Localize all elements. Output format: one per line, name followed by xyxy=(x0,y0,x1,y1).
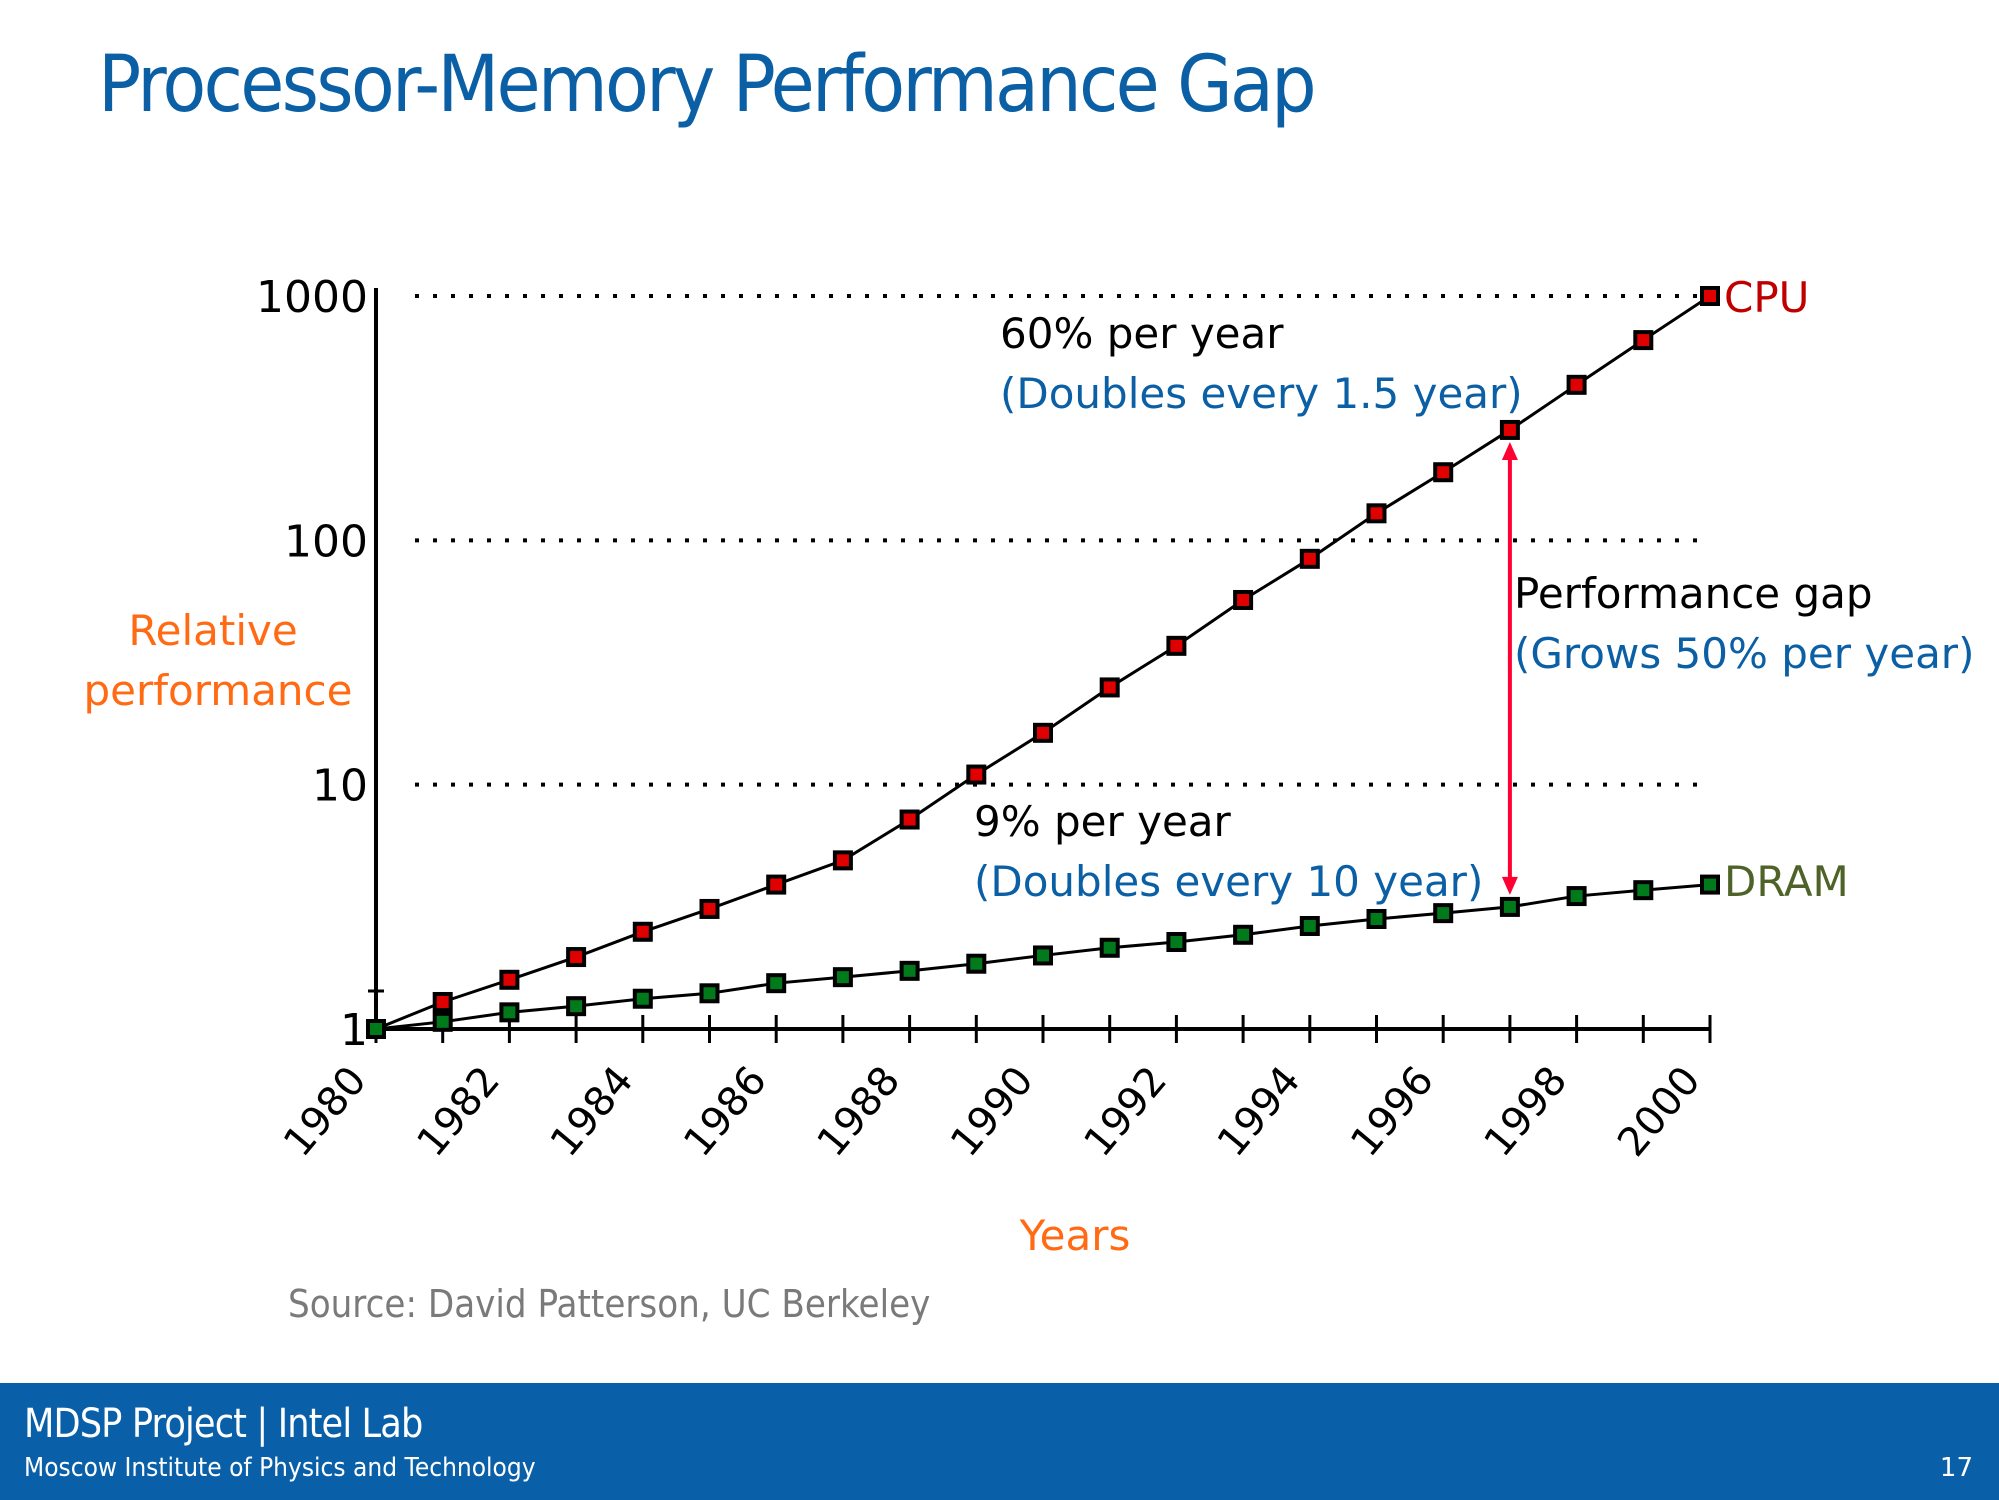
dram-point xyxy=(632,988,653,1009)
dram-rate-annotation: 9% per year xyxy=(974,797,1232,846)
cpu-point xyxy=(1099,677,1120,698)
x-tick-label: 2000 xyxy=(1609,1058,1710,1166)
dram-point xyxy=(699,983,720,1004)
dram-point xyxy=(1166,932,1187,953)
cpu-rate-subannotation: (Doubles every 1.5 year) xyxy=(1000,369,1523,418)
dram-point xyxy=(499,1002,520,1023)
x-ticks xyxy=(374,1015,1712,1043)
dram-point xyxy=(1433,903,1454,924)
footer-org: MDSP Project | Intel Lab xyxy=(24,1401,423,1447)
dram-point xyxy=(1299,915,1320,936)
dram-point xyxy=(1566,886,1587,907)
gap-annotation: Performance gap xyxy=(1514,569,1873,618)
x-tick-label: 1994 xyxy=(1209,1058,1310,1166)
dram-point xyxy=(1233,924,1254,945)
cpu-point xyxy=(899,809,920,830)
dram-point xyxy=(1499,896,1520,917)
cpu-point xyxy=(1499,419,1520,440)
dram-rate-subannotation: (Doubles every 10 year) xyxy=(974,857,1483,906)
cpu-point xyxy=(966,764,987,785)
x-tick-label: 1990 xyxy=(942,1058,1043,1166)
dram-point xyxy=(832,967,853,988)
cpu-point xyxy=(766,874,787,895)
x-tick-label: 1984 xyxy=(542,1058,643,1166)
x-tick-labels: 1980 1982 1984 1986 1988 1990 1992 1994 1996 1998… xyxy=(275,1058,1710,1166)
dram-point xyxy=(1700,874,1720,895)
x-tick-label: 1982 xyxy=(408,1058,509,1166)
x-tick-label: 1998 xyxy=(1476,1058,1577,1166)
page-number: 17 xyxy=(1939,1453,1973,1483)
cpu-point xyxy=(632,921,653,942)
y-tick-label: 100 xyxy=(284,516,368,567)
dram-point xyxy=(1033,945,1053,966)
dram-point xyxy=(366,1019,386,1039)
cpu-rate-annotation: 60% per year xyxy=(1000,309,1284,358)
cpu-point xyxy=(499,969,520,990)
arrow-up-icon xyxy=(1501,441,1518,460)
dram-point xyxy=(1633,880,1654,901)
y-tick-labels: 1 10 100 1000 xyxy=(256,272,368,1056)
series-markers xyxy=(366,286,1720,1039)
dram-point xyxy=(766,973,787,994)
dram-point xyxy=(432,1011,453,1032)
dram-point xyxy=(899,960,920,981)
footer-bar: MDSP Project | Intel Lab Moscow Institut… xyxy=(0,1383,1999,1500)
slide-title: Processor-Memory Performance Gap xyxy=(98,40,1317,130)
y-axis-title-line2: performance xyxy=(84,666,353,715)
cpu-point xyxy=(566,947,587,968)
dram-point xyxy=(1366,908,1387,929)
dram-point xyxy=(966,953,987,974)
cpu-point xyxy=(1700,286,1720,306)
y-tick-label: 10 xyxy=(312,761,368,812)
dram-series-label: DRAM xyxy=(1724,857,1849,906)
y-axis-title-line1: Relative xyxy=(128,606,297,655)
dram-point xyxy=(566,996,587,1017)
cpu-point xyxy=(699,898,720,919)
x-tick-label: 1980 xyxy=(275,1058,376,1166)
dram-point xyxy=(1099,937,1120,958)
gap-subannotation: (Grows 50% per year) xyxy=(1514,629,1974,678)
x-tick-label: 1992 xyxy=(1075,1058,1176,1166)
performance-gap-arrow xyxy=(1501,441,1518,895)
cpu-point xyxy=(1366,503,1387,524)
x-tick-label: 1988 xyxy=(809,1058,910,1166)
cpu-point xyxy=(1633,330,1654,351)
cpu-point xyxy=(1233,589,1254,610)
y-tick-label: 1 xyxy=(340,1005,368,1056)
x-tick-label: 1996 xyxy=(1342,1058,1443,1166)
x-axis-title: Years xyxy=(1019,1211,1131,1260)
source-citation: Source: David Patterson, UC Berkeley xyxy=(288,1282,931,1326)
y-tick-label: 1000 xyxy=(256,272,368,323)
cpu-point xyxy=(1166,635,1187,656)
footer-institute: Moscow Institute of Physics and Technolo… xyxy=(24,1453,536,1483)
cpu-point xyxy=(1033,722,1053,743)
cpu-point xyxy=(1566,374,1587,395)
x-tick-label: 1986 xyxy=(675,1058,776,1166)
cpu-series-label: CPU xyxy=(1724,273,1809,322)
cpu-point xyxy=(832,850,853,871)
arrow-down-icon xyxy=(1501,876,1518,895)
cpu-point xyxy=(1433,462,1454,483)
cpu-point xyxy=(432,991,453,1012)
cpu-point xyxy=(1299,548,1320,569)
